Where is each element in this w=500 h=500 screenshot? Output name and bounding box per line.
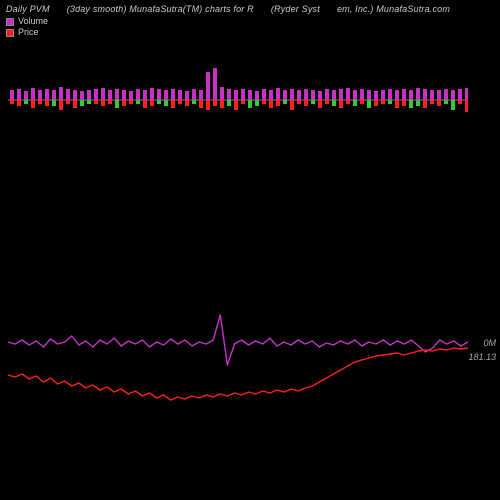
price-swatch	[6, 29, 14, 37]
y-label-bottom: 181.13	[468, 352, 496, 362]
volume-label: Volume	[18, 16, 48, 27]
header: Daily PVM (3day smooth) MunafaSutra(TM) …	[0, 4, 500, 18]
legend-price: Price	[6, 27, 48, 38]
line-chart	[8, 300, 468, 460]
legend: Volume Price	[6, 16, 48, 38]
header-right-b: em, Inc.) MunafaSutra.com	[337, 4, 500, 18]
header-right-a: (Ryder Syst	[271, 4, 320, 18]
legend-volume: Volume	[6, 16, 48, 27]
price-label: Price	[18, 27, 39, 38]
header-mid: (3day smooth) MunafaSutra(TM) charts for…	[67, 4, 254, 18]
volume-swatch	[6, 18, 14, 26]
y-label-top: 0M	[483, 338, 496, 348]
bar-chart	[8, 40, 468, 160]
